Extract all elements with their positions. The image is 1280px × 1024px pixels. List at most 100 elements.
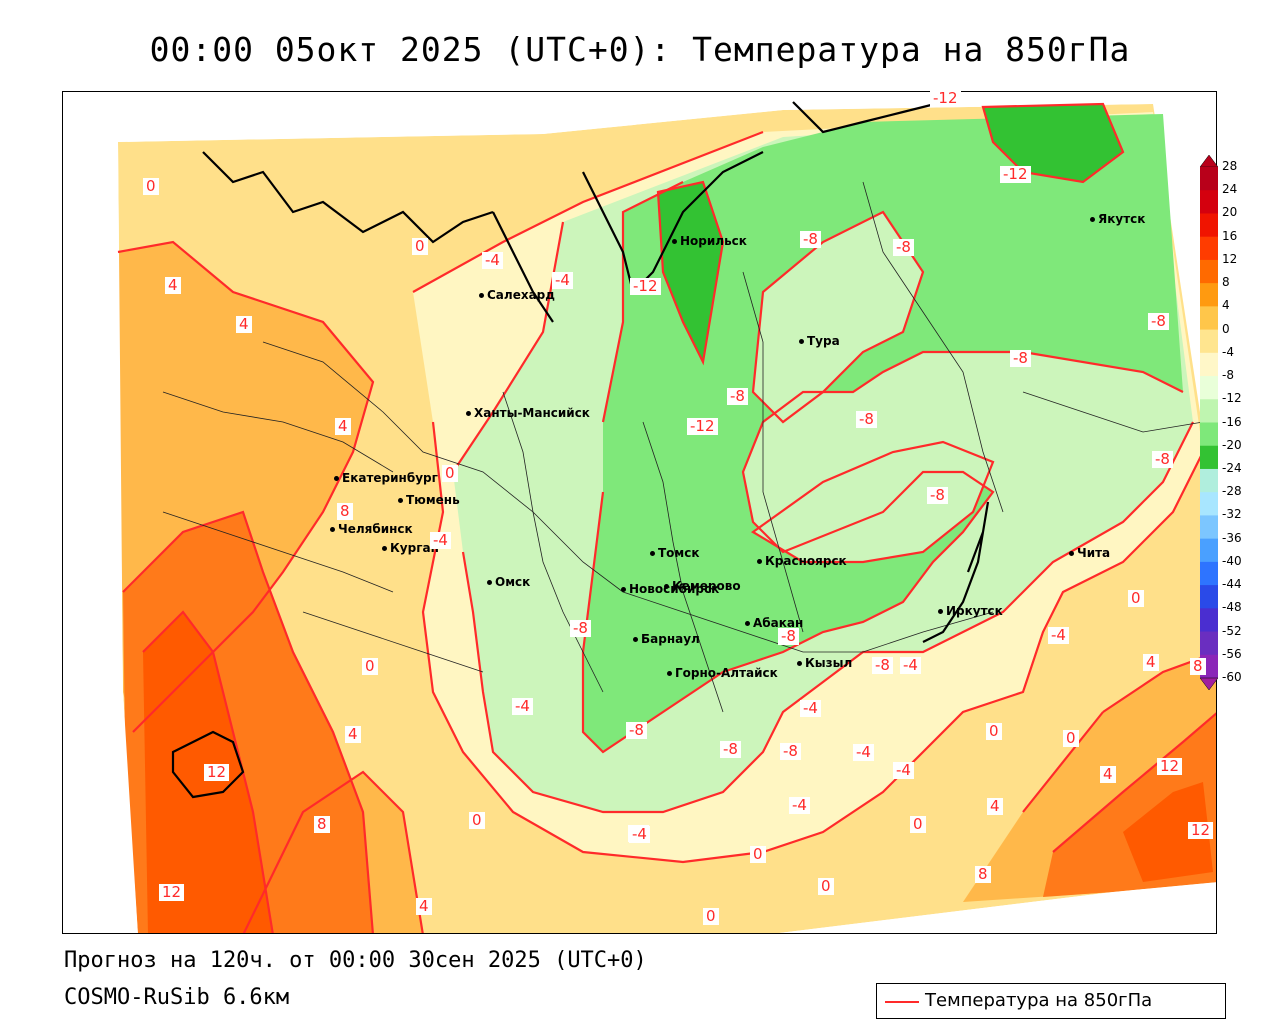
contour-value-label: 0 [750, 846, 766, 863]
contour-value-label: 4 [987, 798, 1003, 815]
colorbar-segment [1200, 352, 1218, 377]
contour-value-label: -12 [930, 90, 961, 107]
city-label: Красноярск [757, 554, 847, 568]
contour-value-label: 4 [1143, 654, 1159, 671]
colorbar-tick-label: -56 [1222, 646, 1242, 661]
colorbar-tick-label: 8 [1222, 275, 1230, 290]
city-dot-icon [757, 559, 762, 564]
city-label: Горно-Алтайск [667, 666, 778, 680]
colorbar-segment [1200, 167, 1218, 191]
colorbar-tick-label: 0 [1222, 321, 1230, 336]
colorbar-top-arrow [1200, 155, 1218, 168]
contour-value-label: -8 [872, 657, 893, 674]
colorbar-tick-label: -8 [1222, 368, 1234, 383]
colorbar-tick-label: 28 [1222, 159, 1238, 173]
coastlines [171, 100, 990, 799]
city-name: Челябинск [338, 522, 413, 536]
contour-value-label: 4 [1100, 766, 1116, 783]
contour-value-label: -8 [626, 722, 647, 739]
city-dot-icon [745, 621, 750, 626]
city-name: Красноярск [765, 554, 847, 568]
city-name: Томск [658, 546, 700, 560]
city-dot-icon [938, 609, 943, 614]
contour-value-label: -4 [789, 797, 810, 814]
city-label: Кызыл [797, 656, 852, 670]
colorbar-segment [1200, 492, 1218, 516]
contour-value-label: 4 [165, 277, 181, 294]
colorbar-tick-label: -48 [1222, 600, 1242, 615]
city-dot-icon [650, 551, 655, 556]
contour-value-label: -4 [482, 252, 503, 269]
city-name: Тюмень [406, 493, 460, 507]
contour-value-label: -4 [853, 744, 874, 761]
colorbar-segment [1200, 631, 1218, 656]
colorbar-tick-label: -28 [1222, 484, 1242, 499]
contour-value-label: 8 [337, 503, 353, 520]
contour-value-label: -4 [893, 762, 914, 779]
contour-value-label: 8 [975, 866, 991, 883]
city-label: Томск [650, 546, 700, 560]
colorbar-segment [1200, 236, 1218, 261]
field-band-minus12-norilsk [658, 182, 723, 362]
contour-value-label: 0 [1128, 590, 1144, 607]
colorbar-segment [1200, 213, 1218, 238]
contour-value-label: 0 [703, 908, 719, 925]
colorbar-segment [1200, 422, 1218, 447]
contour-value-label: 4 [416, 898, 432, 915]
colorbar-tick-label: -60 [1222, 670, 1242, 684]
colorbar-tick-label: 16 [1222, 228, 1238, 243]
contour-value-label: 0 [412, 238, 428, 255]
colorbar-tick-label: -52 [1222, 623, 1242, 638]
colorbar-tick-label: -12 [1222, 391, 1242, 406]
city-name: Курган [390, 541, 439, 555]
city-label: Тура [799, 334, 840, 348]
colorbar [1200, 155, 1218, 690]
contour-value-label: -8 [893, 239, 914, 256]
city-name: Новосибирск [629, 582, 720, 596]
contour-value-label: -4 [552, 272, 573, 289]
temperature-map [62, 91, 1217, 934]
legend-box: Температура на 850гПа [876, 983, 1226, 1019]
contour-value-label: -8 [778, 628, 799, 645]
city-dot-icon [479, 293, 484, 298]
contour-value-label: -8 [570, 620, 591, 637]
city-label: Абакан [745, 616, 803, 630]
contour-value-label: -8 [856, 411, 877, 428]
city-dot-icon [799, 339, 804, 344]
city-label: Кемерово [664, 579, 741, 593]
colorbar-tick-label: -24 [1222, 460, 1242, 475]
contour-value-label: 12 [159, 884, 185, 901]
city-dot-icon [382, 546, 387, 551]
colorbar-segment [1200, 515, 1218, 540]
city-name: Салехард [487, 288, 555, 302]
contour-value-label: -4 [512, 698, 533, 715]
city-dot-icon [664, 584, 669, 589]
city-name: Иркутск [946, 604, 1003, 618]
contour-value-label: 0 [818, 878, 834, 895]
city-dot-icon [672, 239, 677, 244]
city-name: Норильск [680, 234, 747, 248]
city-name: Горно-Алтайск [675, 666, 778, 680]
colorbar-segment [1200, 468, 1218, 493]
colorbar-segment [1200, 608, 1218, 633]
city-dot-icon [398, 498, 403, 503]
contour-value-label: -8 [927, 487, 948, 504]
contour-value-label: 0 [1063, 730, 1079, 747]
contour-value-label: -8 [1148, 313, 1169, 330]
legend-label: Температура на 850гПа [925, 990, 1153, 1011]
colorbar-segment [1200, 585, 1218, 609]
city-label: Тюмень [398, 493, 460, 507]
colorbar-segment [1200, 538, 1218, 563]
map-title: 00:00 05окт 2025 (UTC+0): Температура на… [149, 30, 1131, 69]
city-label: Новосибирск [621, 582, 719, 596]
outside-domain-se [779, 882, 1216, 933]
city-label: Курган [382, 541, 439, 555]
contour-value-label: 12 [1188, 822, 1214, 839]
contour-value-label: 0 [910, 816, 926, 833]
city-name: Ханты-Мансийск [474, 406, 590, 420]
contour-value-label: -4 [430, 532, 451, 549]
colorbar-segment [1200, 376, 1218, 400]
city-name: Барнаул [641, 632, 700, 646]
field-island-tura [753, 212, 923, 422]
city-dot-icon [621, 587, 626, 592]
